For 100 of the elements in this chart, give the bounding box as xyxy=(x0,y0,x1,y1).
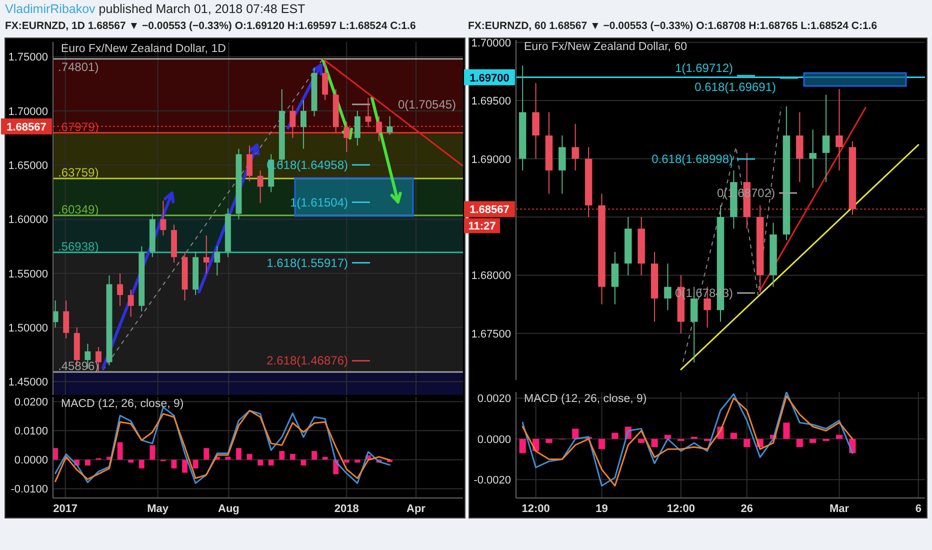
annotation: 0(1.70545) xyxy=(398,97,456,112)
candlestick xyxy=(365,97,372,128)
candlestick xyxy=(203,234,210,274)
candlestick xyxy=(344,121,350,153)
candlestick xyxy=(63,300,70,339)
y-tick-label: 0.0020 xyxy=(477,393,511,406)
candlestick xyxy=(214,246,220,276)
bar xyxy=(268,460,274,466)
candlestick xyxy=(117,272,124,306)
y-tick-label: 1.65000 xyxy=(8,160,48,172)
bar xyxy=(572,428,579,439)
chart-title: Euro Fx/New Zealand Dollar, 1D xyxy=(61,43,226,55)
candlestick xyxy=(822,94,830,183)
bar xyxy=(117,442,123,460)
x-tick-label: May xyxy=(147,503,170,515)
bar xyxy=(171,460,177,468)
annotation: .74801) xyxy=(58,60,99,74)
candlestick xyxy=(809,129,816,188)
x-tick-label: 6 xyxy=(915,503,922,515)
bar xyxy=(128,460,134,463)
y-tick-label: 1.67500 xyxy=(471,328,511,340)
annotation: 0.618(1.69691) xyxy=(694,80,776,94)
x-tick-label: 12:00 xyxy=(522,503,550,515)
y-tick-label: 1.60000 xyxy=(8,214,48,226)
bar xyxy=(258,460,264,466)
y-tick-label: 0.0200 xyxy=(14,396,48,409)
chart-subtitle: FX:EURNZD, 60 1.68567 ▼ −0.00553 (−0.33%) O:1.68708 H:1.68765 L:1.68524 C:1.6 xyxy=(468,20,878,32)
y-tick-label: 1.50000 xyxy=(8,322,48,335)
candlestick xyxy=(128,289,134,318)
y-tick-label: -0.0100 xyxy=(10,484,48,496)
y-tick-label: 1.75000 xyxy=(8,52,48,64)
annotation: .63759) xyxy=(58,166,99,180)
chart-title: MACD (12, 26, close, 9) xyxy=(61,398,184,410)
candlestick xyxy=(376,116,382,142)
candlestick xyxy=(354,110,360,146)
candlestick xyxy=(53,300,58,328)
candlestick xyxy=(836,88,843,171)
bar xyxy=(354,460,360,463)
bar xyxy=(651,438,658,448)
candlestick xyxy=(572,123,579,171)
y-tick-label: 1.70000 xyxy=(8,106,48,118)
candlestick xyxy=(257,170,264,204)
bar xyxy=(84,460,90,466)
bar xyxy=(546,438,552,443)
text: 11:27 xyxy=(468,220,496,233)
bar xyxy=(236,448,242,460)
annotation: 1.618(1.55917) xyxy=(266,256,348,270)
candlestick xyxy=(796,112,804,183)
annotation: 0.618(1.68998) xyxy=(652,152,733,166)
bar xyxy=(344,460,350,463)
bar xyxy=(744,438,750,448)
y-tick-label: 0.0100 xyxy=(14,426,48,438)
chart-title: MACD (12, 26, close, 9) xyxy=(524,393,647,405)
annotation: 2.618(1.46876) xyxy=(266,354,348,368)
bar xyxy=(150,445,156,460)
bar xyxy=(312,450,317,460)
bar xyxy=(664,434,672,439)
bar xyxy=(638,438,645,443)
candlestick xyxy=(322,62,328,101)
x-tick-label: Aug xyxy=(218,503,240,515)
bar xyxy=(182,460,188,473)
annotation: .45896) xyxy=(58,358,99,373)
chart-subtitle: FX:EURNZD, 1D 1.68567 ▼ −0.00553 (−0.33%) O:1.69120 H:1.69597 L:1.68524 C:1.6 xyxy=(5,20,416,32)
x-tick-label: Apr xyxy=(406,503,426,515)
x-tick-label: Mar xyxy=(829,503,850,515)
candlestick xyxy=(290,104,296,138)
candlestick xyxy=(532,82,540,160)
y-tick-label: 0.0000 xyxy=(477,434,511,446)
bar xyxy=(783,422,790,439)
candlestick xyxy=(558,134,566,194)
bar xyxy=(290,454,296,460)
bar xyxy=(796,438,803,448)
bar xyxy=(598,438,606,450)
bar xyxy=(192,460,198,468)
x-tick-label: 2018 xyxy=(334,503,359,515)
candlestick xyxy=(611,251,619,305)
y-tick-label: 1.70000 xyxy=(471,37,511,50)
bar xyxy=(138,460,144,468)
y-tick-label: 1.55000 xyxy=(8,268,48,280)
x-tick-label: 26 xyxy=(740,503,754,515)
bar xyxy=(300,460,306,466)
chart-title: Euro Fx/New Zealand Dollar, 60 xyxy=(524,41,687,53)
y-tick-label: 1.69500 xyxy=(471,96,511,108)
ref-line-label: 1.69700 xyxy=(470,72,510,84)
y-tick-label: 1.69000 xyxy=(471,154,511,166)
bar xyxy=(279,450,285,460)
bar xyxy=(810,438,816,443)
annotation: .60349) xyxy=(58,202,99,216)
bar xyxy=(836,434,843,439)
ref-line-label: 1.68567 xyxy=(470,204,510,216)
x-tick-label: 12:00 xyxy=(666,503,695,515)
bar xyxy=(612,432,618,439)
ref-line-label: 1.68567 xyxy=(6,121,46,134)
candlestick xyxy=(664,263,672,311)
text: VladimirRibakov published March 01, 2018 07:48 EST xyxy=(5,2,306,16)
y-tick-label: 0.0000 xyxy=(14,454,48,467)
candlestick xyxy=(300,100,306,150)
y-tick-label: -0.0020 xyxy=(474,474,511,487)
annotation: 1(1.69712) xyxy=(674,61,733,75)
y-tick-label: 1.45000 xyxy=(8,376,48,389)
